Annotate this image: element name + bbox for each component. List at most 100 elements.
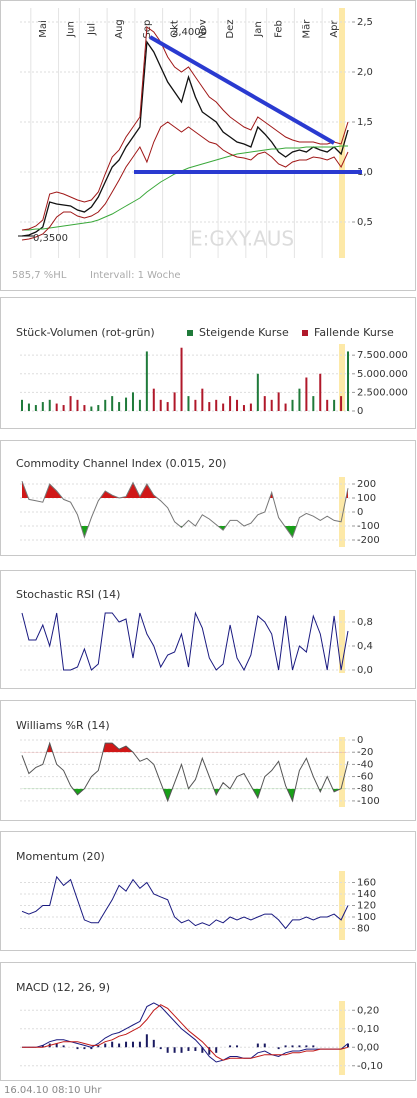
panel-title: Williams %R (14) bbox=[16, 719, 110, 732]
current-week-highlight bbox=[339, 871, 345, 940]
current-week-highlight bbox=[339, 477, 345, 547]
bar bbox=[27, 403, 30, 411]
panel-title: Stück-Volumen (rot-grün) bbox=[16, 326, 155, 339]
bar bbox=[173, 392, 176, 411]
y-tick-label: -100 bbox=[357, 796, 380, 807]
bar bbox=[187, 396, 190, 411]
bar bbox=[256, 1043, 259, 1048]
y-tick-label: 140 bbox=[357, 889, 376, 900]
bar bbox=[277, 1047, 280, 1050]
bar bbox=[326, 399, 329, 411]
y-tick-label: 7.500.000 bbox=[357, 350, 408, 361]
bar bbox=[138, 399, 141, 411]
bar bbox=[347, 351, 349, 411]
bar bbox=[284, 403, 287, 411]
bar bbox=[131, 1041, 134, 1048]
bar bbox=[111, 396, 114, 411]
bar bbox=[298, 388, 301, 411]
bar bbox=[284, 1045, 287, 1048]
series-line bbox=[21, 611, 349, 672]
panel-title: Commodity Channel Index (0.015, 20) bbox=[16, 457, 226, 470]
bar bbox=[48, 399, 51, 411]
bar bbox=[312, 396, 315, 411]
y-tick-label: -200 bbox=[357, 535, 380, 546]
bar bbox=[166, 1047, 169, 1053]
y-tick-label: 0 bbox=[357, 507, 363, 518]
x-tick-label: Okt bbox=[170, 20, 181, 38]
footer: 16.04.10 08:10 Uhr bbox=[4, 1085, 102, 1096]
bar bbox=[97, 1045, 100, 1048]
panel-box bbox=[0, 962, 416, 1081]
y-tick-label: 200 bbox=[357, 479, 376, 490]
bar bbox=[305, 377, 308, 411]
panel-box bbox=[0, 570, 416, 689]
bar bbox=[125, 397, 128, 411]
y-tick-label: 0,0 bbox=[357, 665, 373, 676]
series-line bbox=[21, 875, 349, 930]
bar bbox=[138, 1041, 141, 1048]
watermark: E:GXY.AUS bbox=[190, 227, 294, 251]
bar bbox=[180, 1047, 183, 1053]
y-tick-label: -80 bbox=[357, 784, 373, 795]
y-tick-label: 5.000.000 bbox=[357, 369, 408, 380]
y-tick-label: 0,8 bbox=[357, 617, 373, 628]
current-week-highlight bbox=[339, 610, 345, 673]
x-tick-label: Aug bbox=[114, 19, 125, 39]
series-line bbox=[21, 481, 349, 539]
panel-title: MACD (12, 26, 9) bbox=[16, 981, 110, 994]
bar bbox=[194, 1047, 197, 1051]
y-tick-label: 80 bbox=[357, 924, 370, 935]
panel: Williams %R (14) -100-80-60 -40-200 bbox=[0, 700, 416, 821]
bar bbox=[215, 1047, 218, 1053]
bar bbox=[236, 399, 239, 411]
bar bbox=[83, 405, 86, 411]
y-tick-label: 0,5 bbox=[357, 217, 373, 228]
x-tick-label: Sep bbox=[142, 20, 153, 39]
y-tick-label: -40 bbox=[357, 759, 373, 770]
panel: MACD (12, 26, 9) -0,10 0,00 0,10 0,20 bbox=[0, 962, 416, 1081]
legend-swatch bbox=[187, 330, 193, 336]
bar bbox=[333, 399, 336, 411]
y-tick-label: 100 bbox=[357, 493, 376, 504]
series-line bbox=[21, 741, 349, 803]
y-tick-label: 160 bbox=[357, 878, 376, 889]
bar bbox=[312, 1045, 315, 1048]
bar bbox=[201, 1047, 204, 1053]
x-tick-label: Jul bbox=[86, 23, 97, 36]
bar bbox=[340, 396, 343, 411]
bar bbox=[41, 402, 44, 411]
bar bbox=[118, 1043, 121, 1048]
series-line bbox=[21, 121, 349, 241]
bar bbox=[291, 1045, 294, 1048]
bar bbox=[263, 1043, 266, 1048]
bar bbox=[159, 399, 162, 411]
y-tick-label: -0,10 bbox=[357, 1061, 383, 1072]
bar bbox=[201, 388, 204, 411]
panel-title: Momentum (20) bbox=[16, 850, 105, 863]
bar bbox=[104, 399, 107, 411]
y-tick-label: -60 bbox=[357, 772, 373, 783]
x-tick-label: Jun bbox=[66, 21, 77, 38]
annotation: 0,3500 bbox=[33, 233, 68, 244]
bar bbox=[83, 1047, 86, 1050]
panel: Stück-Volumen (rot-grün) 0 2.500.000 5.000.… bbox=[0, 297, 416, 429]
y-tick-label: 2,5 bbox=[357, 17, 373, 28]
bar bbox=[208, 1047, 211, 1055]
bar bbox=[76, 399, 79, 411]
info-text: Intervall: 1 Woche bbox=[90, 270, 181, 281]
bar bbox=[41, 1045, 44, 1048]
bar bbox=[152, 1039, 155, 1048]
bar bbox=[173, 1047, 176, 1053]
current-week-highlight bbox=[339, 8, 345, 258]
bar bbox=[125, 1041, 128, 1048]
panel-box bbox=[0, 831, 416, 951]
legend-swatch bbox=[302, 330, 308, 336]
series-line bbox=[21, 26, 349, 231]
bar bbox=[270, 399, 273, 411]
series-line bbox=[22, 145, 348, 231]
bar bbox=[222, 403, 225, 411]
bar bbox=[291, 399, 294, 411]
bar bbox=[55, 1043, 58, 1048]
